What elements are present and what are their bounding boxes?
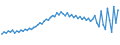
- point: [62, 13, 64, 15]
- point: [24, 28, 26, 30]
- point: [69, 16, 71, 18]
- point: [37, 24, 39, 26]
- point: [100, 10, 102, 12]
- point: [58, 14, 60, 16]
- point: [56, 12, 58, 14]
- point: [79, 16, 81, 18]
- point: [88, 18, 90, 20]
- point: [117, 9, 119, 11]
- point: [43, 20, 45, 22]
- point: [1, 33, 3, 35]
- point: [5, 32, 7, 34]
- point: [45, 18, 47, 20]
- point: [64, 15, 66, 17]
- point: [33, 27, 35, 29]
- point: [107, 7, 109, 9]
- point: [111, 31, 113, 33]
- point: [85, 19, 87, 21]
- point: [14, 32, 16, 34]
- point: [98, 26, 100, 28]
- point: [96, 22, 98, 24]
- point: [94, 15, 96, 17]
- point: [26, 29, 28, 31]
- point: [115, 22, 117, 24]
- point: [90, 20, 92, 22]
- point: [3, 31, 5, 33]
- point: [66, 12, 68, 14]
- point: [102, 24, 104, 26]
- point: [35, 26, 37, 28]
- point: [41, 23, 43, 25]
- chart: [0, 0, 120, 45]
- chart-container: [0, 0, 120, 45]
- point: [92, 18, 94, 20]
- point: [22, 30, 24, 32]
- point: [60, 11, 62, 13]
- plot-area: [1, 6, 119, 35]
- point: [81, 18, 83, 20]
- point: [10, 31, 12, 33]
- point: [83, 17, 85, 19]
- point: [104, 28, 106, 30]
- point: [39, 22, 41, 24]
- point: [16, 30, 18, 32]
- point: [109, 19, 111, 21]
- line: [2, 7, 118, 34]
- point: [50, 17, 52, 19]
- point: [18, 31, 20, 33]
- point: [75, 15, 77, 17]
- point: [52, 15, 54, 17]
- point: [71, 14, 73, 16]
- point: [20, 29, 22, 31]
- point: [29, 28, 31, 30]
- point: [73, 17, 75, 19]
- point: [31, 28, 33, 30]
- point: [113, 6, 115, 8]
- point: [48, 19, 50, 21]
- point: [7, 30, 9, 32]
- point: [77, 18, 79, 20]
- point: [54, 16, 56, 18]
- point: [12, 29, 14, 31]
